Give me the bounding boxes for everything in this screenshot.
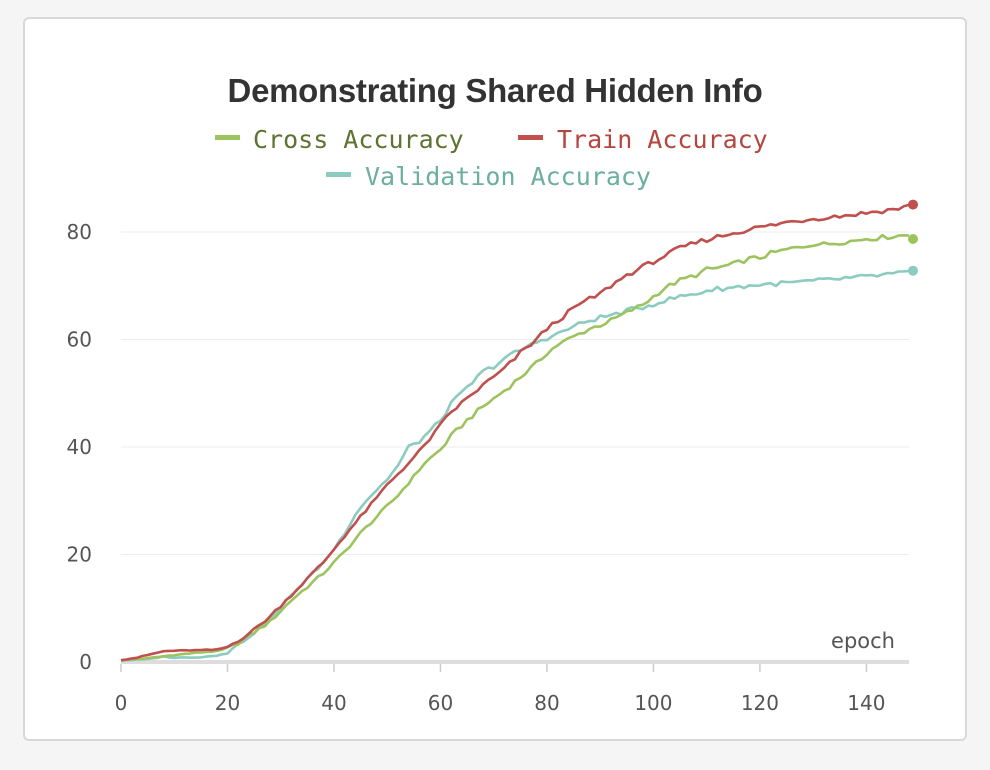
legend-label: Train Accuracy xyxy=(557,125,768,154)
series-line[interactable] xyxy=(120,269,910,662)
legend: Cross Accuracy Train Accuracy Validation A… xyxy=(215,125,768,191)
y-tick-label: 60 xyxy=(67,328,92,352)
legend-label: Cross Accuracy xyxy=(253,125,464,154)
axes: 0 20 40 60 80 0 20 40 60 80 100 120 140 epoch xyxy=(67,220,909,715)
series-endpoint[interactable] xyxy=(908,233,918,244)
x-tick-label: 80 xyxy=(534,691,559,715)
series-endpoint[interactable] xyxy=(908,265,918,276)
y-tick-label: 0 xyxy=(79,650,92,674)
legend-swatch xyxy=(326,172,351,177)
y-tick-label: 40 xyxy=(67,435,92,459)
series-line[interactable] xyxy=(120,233,910,662)
x-axis-title: epoch xyxy=(831,629,895,653)
x-tick-label: 40 xyxy=(321,691,346,715)
legend-swatch xyxy=(518,135,543,140)
grid-lines xyxy=(121,231,909,555)
x-tick-label: 100 xyxy=(634,691,672,715)
x-tick-label: 20 xyxy=(215,691,240,715)
series-line[interactable] xyxy=(120,203,910,662)
legend-label: Validation Accuracy xyxy=(365,162,651,191)
x-tick-label: 140 xyxy=(847,691,885,715)
series-lines xyxy=(120,199,918,662)
chart-card xyxy=(23,17,967,741)
x-tick-label: 0 xyxy=(115,691,128,715)
chart-title: Demonstrating Shared Hidden Info xyxy=(227,72,763,109)
x-tick-label: 60 xyxy=(428,691,453,715)
y-tick-label: 80 xyxy=(67,220,92,244)
legend-swatch xyxy=(215,135,240,140)
series-endpoint[interactable] xyxy=(908,199,918,210)
x-tick-label: 120 xyxy=(741,691,779,715)
y-tick-label: 20 xyxy=(67,543,92,567)
